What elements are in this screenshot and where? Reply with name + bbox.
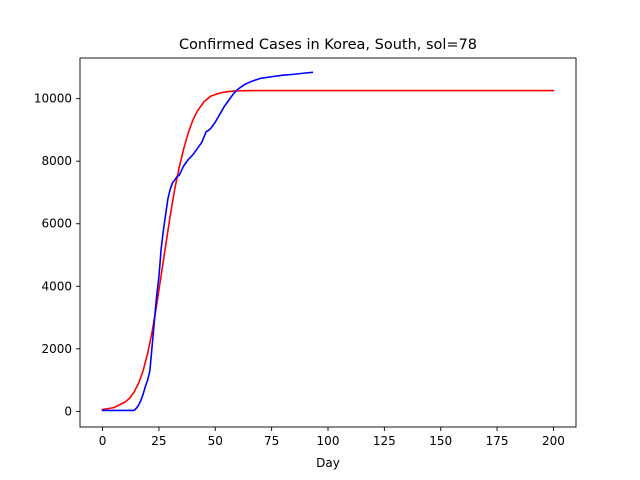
x-tick-label-8: 200 xyxy=(542,434,565,448)
series-line-1 xyxy=(101,71,314,412)
y-tick-label-2: 4000 xyxy=(41,279,72,293)
x-tick-label-3: 75 xyxy=(264,434,279,448)
series-layer xyxy=(101,71,555,412)
x-tick-label-4: 100 xyxy=(317,434,340,448)
x-tick-label-7: 175 xyxy=(486,434,509,448)
y-tick-label-1: 2000 xyxy=(41,342,72,356)
chart-title: Confirmed Cases in Korea, South, sol=78 xyxy=(179,37,477,53)
x-tick-label-2: 50 xyxy=(208,434,223,448)
x-tick-label-6: 150 xyxy=(429,434,452,448)
x-axis-label: Day xyxy=(316,456,340,470)
series-line-0 xyxy=(101,89,555,411)
axes-layer: 0 25 50 75 100 125 150 175 200020004000600080001… xyxy=(34,57,577,448)
y-tick-label-4: 8000 xyxy=(41,154,72,168)
y-tick-label-0: 0 xyxy=(64,404,72,418)
x-tick-label-0: 0 xyxy=(99,434,107,448)
y-tick-label-3: 6000 xyxy=(41,217,72,231)
x-tick-label-1: 25 xyxy=(151,434,166,448)
x-tick-label-5: 125 xyxy=(373,434,396,448)
y-tick-label-5: 10000 xyxy=(34,92,72,106)
